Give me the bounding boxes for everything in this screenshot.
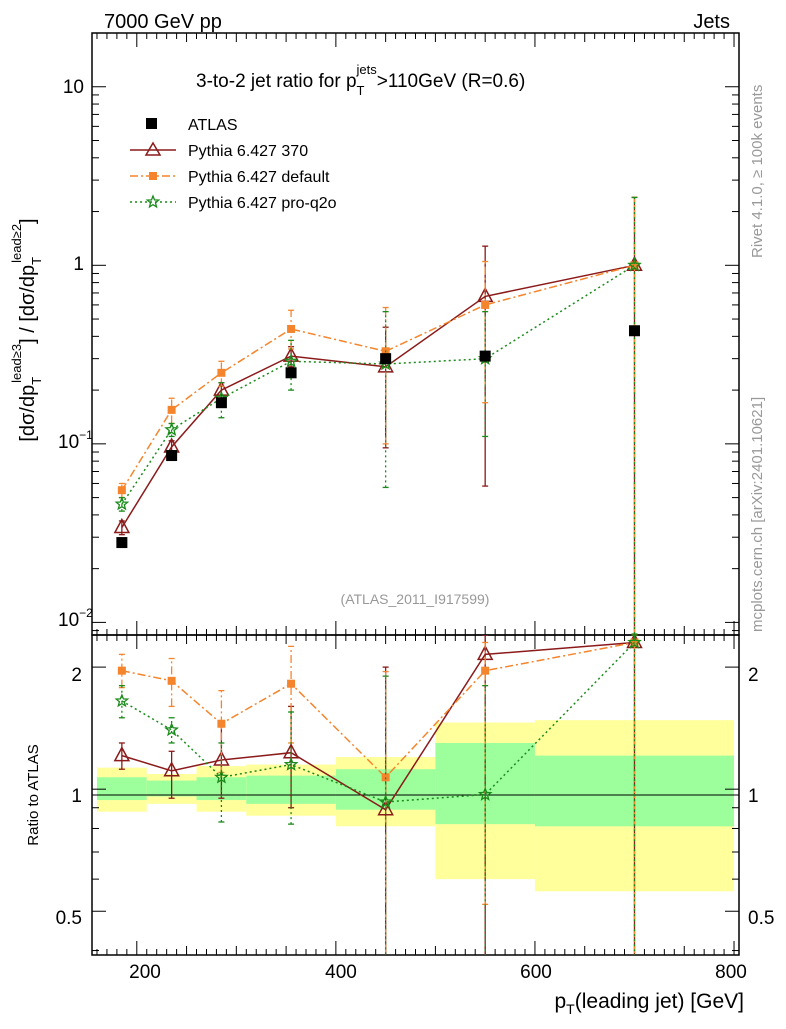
ratio-pythiaProq2o-marker xyxy=(283,756,299,771)
ytick-label-10: 10 xyxy=(63,77,84,98)
main-pythiaDefault-marker xyxy=(287,324,296,333)
ratio-ytick-0.5: 0.5 xyxy=(56,908,82,929)
main-pythia370-marker xyxy=(282,346,300,362)
ratio-ylabel: Ratio to ATLAS xyxy=(25,744,42,845)
main-pythiaDefault-marker xyxy=(481,300,490,309)
main-pythia370-line xyxy=(121,264,635,528)
axis-ticks xyxy=(92,32,739,955)
ratio-pythiaProq2o-marker xyxy=(164,722,179,737)
main-pythiaDefault-marker xyxy=(167,405,176,414)
ratio-ytick-1: 1 xyxy=(71,786,82,807)
ratio-pythiaDefault-marker xyxy=(481,666,490,675)
ratio-ytick-right-0.5: 0.5 xyxy=(748,908,774,929)
main-atlas-point xyxy=(380,353,392,365)
main-atlas-point xyxy=(116,537,128,549)
legend-marker-pythia-proq2o xyxy=(145,194,161,209)
main-pythiaDefault-marker xyxy=(630,261,639,270)
band-inner-0 xyxy=(96,777,147,801)
ratio-pythiaDefault-marker xyxy=(287,679,296,688)
legend-marker-pythia370 xyxy=(144,141,162,156)
main-pythiaProq2o-marker xyxy=(283,353,299,368)
ratio-pythiaDefault-marker xyxy=(217,719,226,728)
ratio-pythiaProq2o-marker xyxy=(477,786,493,801)
ratio-ytick-right-2: 2 xyxy=(748,665,759,686)
analysis-watermark: (ATLAS_2011_I917599) xyxy=(341,591,490,607)
header-left: 7000 GeV pp xyxy=(104,11,222,33)
xtick-label-400: 400 xyxy=(325,962,357,983)
legend-marker-atlas xyxy=(146,118,157,129)
main-atlas-point xyxy=(628,325,640,337)
legend-label-pythia-default: Pythia 6.427 default xyxy=(188,169,330,186)
ratio-pythiaProq2o-marker xyxy=(114,693,130,708)
xtick-label-600: 600 xyxy=(520,962,552,983)
main-pythiaProq2o-marker xyxy=(114,496,130,511)
main-pythiaProq2o-marker xyxy=(164,421,179,437)
ytick-label-0.1: 10−1 xyxy=(58,428,93,453)
legend-label-atlas: ATLAS xyxy=(188,117,238,134)
ratio-pythia370-marker xyxy=(377,800,394,816)
ytick-label-1: 1 xyxy=(73,254,84,275)
main-pythiaProq2o-line xyxy=(121,264,635,505)
ratio-pythiaDefault-marker xyxy=(117,666,126,675)
ratio-pythiaProq2o-marker xyxy=(378,794,393,809)
side-text-rivet: Rivet 4.1.0, ≥ 100k events xyxy=(749,85,766,258)
ratio-ytick-right-1: 1 xyxy=(748,786,759,807)
xtick-label-200: 200 xyxy=(129,962,161,983)
main-data xyxy=(113,196,643,635)
side-text-mcplots: mcplots.cern.ch [arXiv:2401.10621] xyxy=(749,397,766,632)
main-atlas-point xyxy=(285,367,297,379)
ratio-ytick-2: 2 xyxy=(71,665,82,686)
ratio-pythia370-marker xyxy=(113,746,131,762)
ytick-label-0.01: 10−2 xyxy=(58,606,93,631)
main-pythia370-marker xyxy=(113,517,131,534)
ratio-pythiaDefault-marker xyxy=(167,676,176,685)
main-title: 3-to-2 jet ratio for pTjets>110GeV (R=0.… xyxy=(196,62,525,98)
legend-label-pythia-proq2o: Pythia 6.427 pro-q2o xyxy=(188,195,337,212)
legend-label-pythia370: Pythia 6.427 370 xyxy=(188,143,308,160)
main-pythiaDefault-marker xyxy=(117,486,126,495)
ratio-pythia370-marker xyxy=(163,761,180,777)
xtick-label-800: 800 xyxy=(715,962,747,983)
main-ylabel: [dσ/dpTlead≥3] / [dσ/dpTlead≥2] xyxy=(9,218,44,441)
main-atlas-point xyxy=(166,450,178,462)
ratio-pythiaProq2o-marker xyxy=(214,769,229,784)
main-pythiaDefault-marker xyxy=(217,368,226,377)
ratio-pythiaDefault-marker xyxy=(381,773,390,782)
xlabel: pT(leading jet) [GeV] xyxy=(554,990,744,1017)
ratio-data xyxy=(113,635,643,955)
main-pythiaProq2o-marker xyxy=(627,257,642,272)
legend-marker-pythia-default xyxy=(149,172,157,180)
main-pythiaDefault-line xyxy=(121,264,635,491)
legend: ATLAS Pythia 6.427 370 Pythia 6.427 defa… xyxy=(130,117,337,212)
main-atlas-point xyxy=(479,350,491,362)
main-atlas-point xyxy=(215,397,227,409)
ratio-pythiaProq2o-marker xyxy=(627,635,642,649)
header-right: Jets xyxy=(693,11,730,33)
main-pythia370-marker xyxy=(213,380,230,396)
